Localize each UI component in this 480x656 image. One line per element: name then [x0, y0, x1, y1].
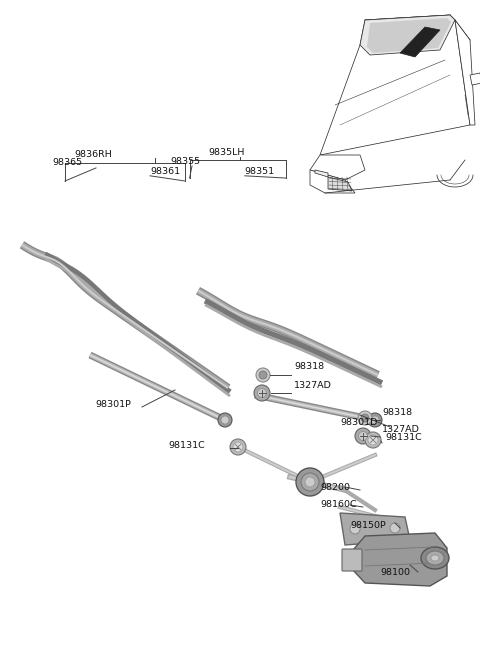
Circle shape: [296, 468, 324, 496]
Text: 98365: 98365: [52, 158, 82, 167]
Circle shape: [233, 442, 243, 452]
Text: 98361: 98361: [150, 167, 180, 176]
Text: 98131C: 98131C: [385, 433, 422, 442]
Text: 1327AD: 1327AD: [294, 381, 332, 390]
Circle shape: [257, 388, 266, 398]
Circle shape: [371, 416, 379, 424]
Circle shape: [361, 414, 369, 422]
Polygon shape: [400, 27, 440, 57]
Circle shape: [301, 473, 319, 491]
Text: 98318: 98318: [382, 408, 412, 417]
Text: 98301D: 98301D: [340, 418, 377, 427]
Text: 98355: 98355: [170, 157, 201, 166]
Polygon shape: [470, 73, 480, 85]
Text: 9836RH: 9836RH: [74, 150, 112, 159]
Circle shape: [254, 385, 270, 401]
Ellipse shape: [421, 547, 449, 569]
Text: 98160C: 98160C: [320, 500, 357, 509]
Circle shape: [259, 371, 267, 379]
FancyBboxPatch shape: [342, 549, 362, 571]
Text: 98200: 98200: [320, 483, 350, 492]
Circle shape: [368, 413, 382, 427]
Circle shape: [350, 524, 360, 534]
Circle shape: [230, 439, 246, 455]
Circle shape: [358, 411, 372, 425]
Circle shape: [218, 413, 232, 427]
Ellipse shape: [431, 555, 439, 561]
Polygon shape: [310, 170, 355, 193]
Circle shape: [359, 432, 368, 440]
Polygon shape: [367, 18, 451, 53]
Circle shape: [368, 435, 378, 445]
Circle shape: [365, 432, 381, 448]
Text: 9835LH: 9835LH: [209, 148, 245, 157]
Polygon shape: [360, 15, 455, 45]
Circle shape: [221, 416, 229, 424]
Polygon shape: [353, 533, 447, 586]
Polygon shape: [455, 20, 475, 125]
Text: 1327AD: 1327AD: [382, 425, 420, 434]
Circle shape: [390, 523, 400, 533]
Polygon shape: [340, 513, 410, 545]
Text: 98301P: 98301P: [95, 400, 131, 409]
Polygon shape: [310, 155, 365, 180]
Polygon shape: [328, 177, 352, 191]
Circle shape: [256, 368, 270, 382]
Ellipse shape: [426, 551, 444, 565]
Text: 98351: 98351: [245, 167, 275, 176]
Text: 98100: 98100: [380, 568, 410, 577]
Polygon shape: [315, 170, 328, 177]
Text: 98318: 98318: [294, 362, 324, 371]
Text: 98131C: 98131C: [168, 441, 205, 450]
Circle shape: [355, 428, 371, 444]
Polygon shape: [320, 20, 470, 155]
Circle shape: [305, 477, 315, 487]
Polygon shape: [360, 15, 455, 55]
Text: 98150P: 98150P: [350, 521, 386, 530]
